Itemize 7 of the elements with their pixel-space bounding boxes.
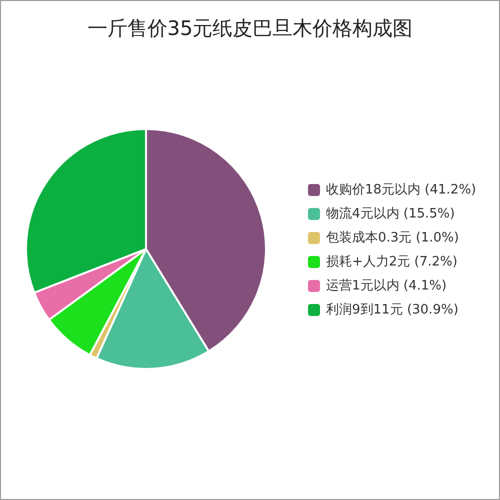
legend-label: 运营1元以内 (4.1%) bbox=[326, 278, 447, 294]
legend-label: 收购价18元以内 (41.2%) bbox=[326, 182, 476, 198]
legend-label: 包装成本0.3元 (1.0%) bbox=[326, 230, 459, 246]
legend-label: 物流4元以内 (15.5%) bbox=[326, 206, 455, 222]
legend-label: 损耗+人力2元 (7.2%) bbox=[326, 254, 458, 270]
legend-label: 利润9到11元 (30.9%) bbox=[326, 302, 458, 318]
chart-title: 一斤售价35元纸皮巴旦木价格构成图 bbox=[87, 16, 413, 40]
